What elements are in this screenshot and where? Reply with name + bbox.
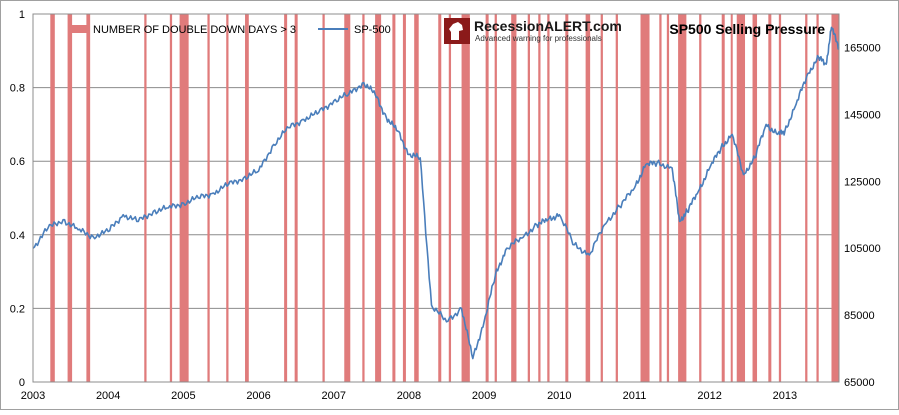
bar [67,14,73,382]
plot-area [33,14,839,382]
bar [461,14,470,382]
bar [144,14,147,382]
logo-main-text: RecessionALERT.com [474,18,622,34]
x-tick-label: 2009 [472,390,496,402]
axis-labels: 00.20.40.60.8165000850001050001250001450… [10,9,881,402]
bar [375,14,382,382]
bar [615,14,618,382]
y-left-tick-label: 1 [19,9,25,21]
y-right-tick-label: 105000 [844,243,881,255]
y-right-tick-label: 145000 [844,109,881,121]
bar [86,14,91,382]
legend: NUMBER OF DOUBLE DOWN DAYS > 3 SP-500 [70,24,391,36]
x-tick-label: 2004 [96,390,120,402]
bar [721,14,725,382]
y-right-tick-label: 165000 [844,42,881,54]
x-tick-label: 2005 [171,390,195,402]
x-tick-label: 2006 [246,390,270,402]
chart-title: SP500 Selling Pressure [669,21,825,37]
bar [600,14,603,382]
y-right-tick-label: 125000 [844,176,881,188]
x-tick-label: 2008 [397,390,421,402]
bar [179,14,189,382]
bar [699,14,702,382]
x-tick-label: 2012 [697,390,721,402]
bar [344,14,351,382]
bar [678,14,687,382]
bar [538,14,541,382]
bar [831,14,839,382]
bar [169,14,173,382]
bar [284,14,288,382]
bar [245,14,249,382]
y-left-tick-label: 0.6 [10,156,25,168]
y-right-tick-label: 85000 [844,310,875,322]
y-left-tick-label: 0.8 [10,83,25,95]
bar [640,14,650,382]
x-tick-label: 2013 [773,390,797,402]
sp500-line [32,26,840,360]
bar [527,14,530,382]
bar [438,14,442,382]
y-left-tick-label: 0 [19,377,25,389]
bar [752,14,758,382]
bar [392,14,396,382]
bar [362,14,365,382]
bar [816,14,819,382]
logo: RecessionALERT.com Advanced warning for … [444,18,622,44]
x-tick-label: 2007 [322,390,346,402]
bar [226,14,229,382]
logo-sub-text: Advanced warning for professionals [475,34,602,43]
bar [448,14,452,382]
bar [565,14,569,382]
y-right-tick-label: 65000 [844,377,875,389]
legend-bar-label: NUMBER OF DOUBLE DOWN DAYS > 3 [93,24,296,36]
bar [730,14,733,382]
legend-line-label: SP-500 [354,24,391,36]
bar [547,14,550,382]
bar [666,14,670,382]
legend-bar-swatch [70,25,88,33]
bar [511,14,517,382]
bar [768,14,772,382]
bar [402,14,406,382]
x-tick-label: 2010 [547,390,571,402]
bar [414,14,419,382]
x-tick-label: 2011 [623,390,647,402]
bar [322,14,325,382]
bar-series [50,14,839,382]
bar [585,14,591,382]
bar [50,14,55,382]
plot-border [32,13,840,383]
bar [294,14,298,382]
x-tick-label: 2003 [21,390,45,402]
bar [494,14,497,382]
bar [736,14,746,382]
bar [659,14,662,382]
y-left-tick-label: 0.2 [10,303,25,315]
horse-icon [449,22,463,40]
y-left-tick-label: 0.4 [10,230,25,242]
bar [485,14,489,382]
bar [805,14,808,382]
bar [778,14,782,382]
